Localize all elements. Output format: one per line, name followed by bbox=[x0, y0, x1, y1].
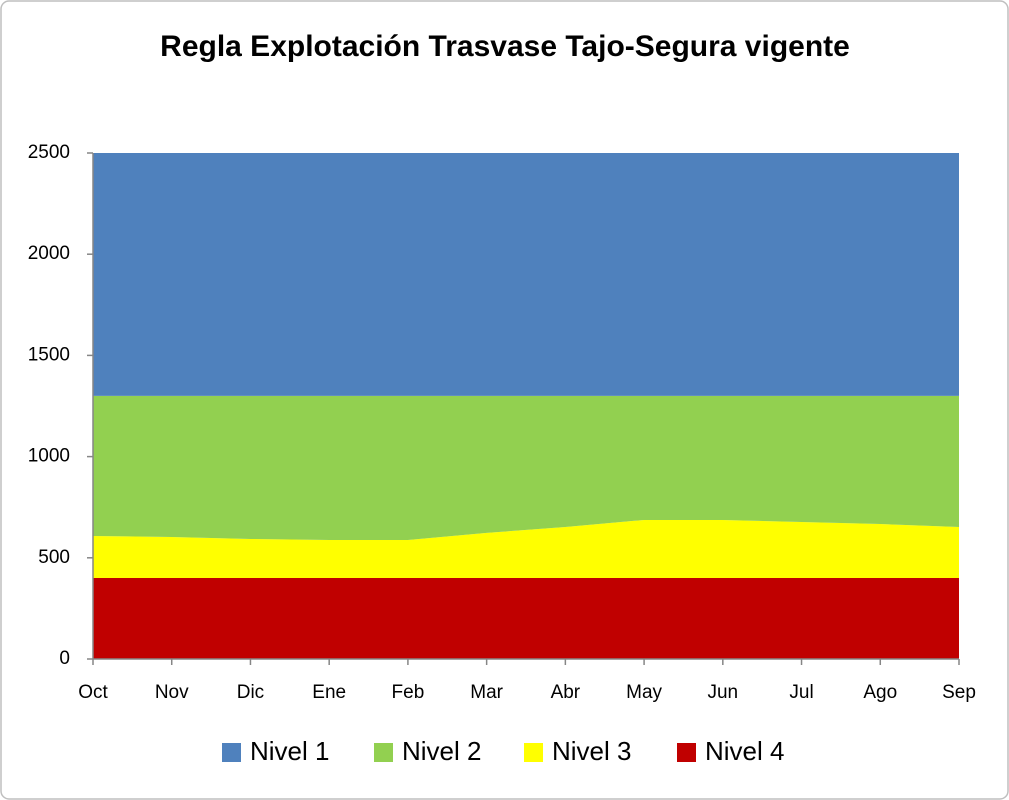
legend-label: Nivel 2 bbox=[402, 736, 481, 766]
y-tick-label: 1500 bbox=[28, 344, 70, 365]
x-tick-label: May bbox=[626, 682, 662, 703]
x-tick-label: Sep bbox=[942, 682, 976, 703]
x-tick-label: Nov bbox=[155, 682, 189, 703]
x-tick-label: Dic bbox=[237, 682, 264, 703]
area bbox=[93, 153, 959, 396]
y-tick-label: 2500 bbox=[28, 142, 70, 163]
legend-label: Nivel 3 bbox=[552, 736, 631, 766]
y-tick-label: 2000 bbox=[28, 243, 70, 264]
y-tick-label: 0 bbox=[59, 648, 70, 669]
x-tick-label: Ago bbox=[863, 682, 897, 703]
legend-swatch bbox=[524, 743, 543, 762]
legend-label: Nivel 4 bbox=[705, 736, 784, 766]
x-tick-label: Feb bbox=[392, 682, 425, 703]
x-tick-label: Oct bbox=[78, 682, 108, 703]
area bbox=[93, 519, 959, 579]
area bbox=[93, 395, 959, 540]
x-tick-label: Abr bbox=[551, 682, 581, 703]
y-tick-label: 500 bbox=[38, 547, 70, 568]
legend-label: Nivel 1 bbox=[250, 736, 329, 766]
y-tick-label: 1000 bbox=[28, 446, 70, 467]
x-tick-label: Jul bbox=[789, 682, 813, 703]
chart-title: Regla Explotación Trasvase Tajo-Segura v… bbox=[160, 30, 850, 63]
x-tick-label: Jun bbox=[707, 682, 738, 703]
legend-swatch bbox=[374, 743, 393, 762]
x-tick-label: Mar bbox=[470, 682, 503, 703]
legend-swatch bbox=[677, 743, 696, 762]
legend-swatch bbox=[222, 743, 241, 762]
area bbox=[93, 578, 959, 659]
x-tick-label: Ene bbox=[312, 682, 346, 703]
